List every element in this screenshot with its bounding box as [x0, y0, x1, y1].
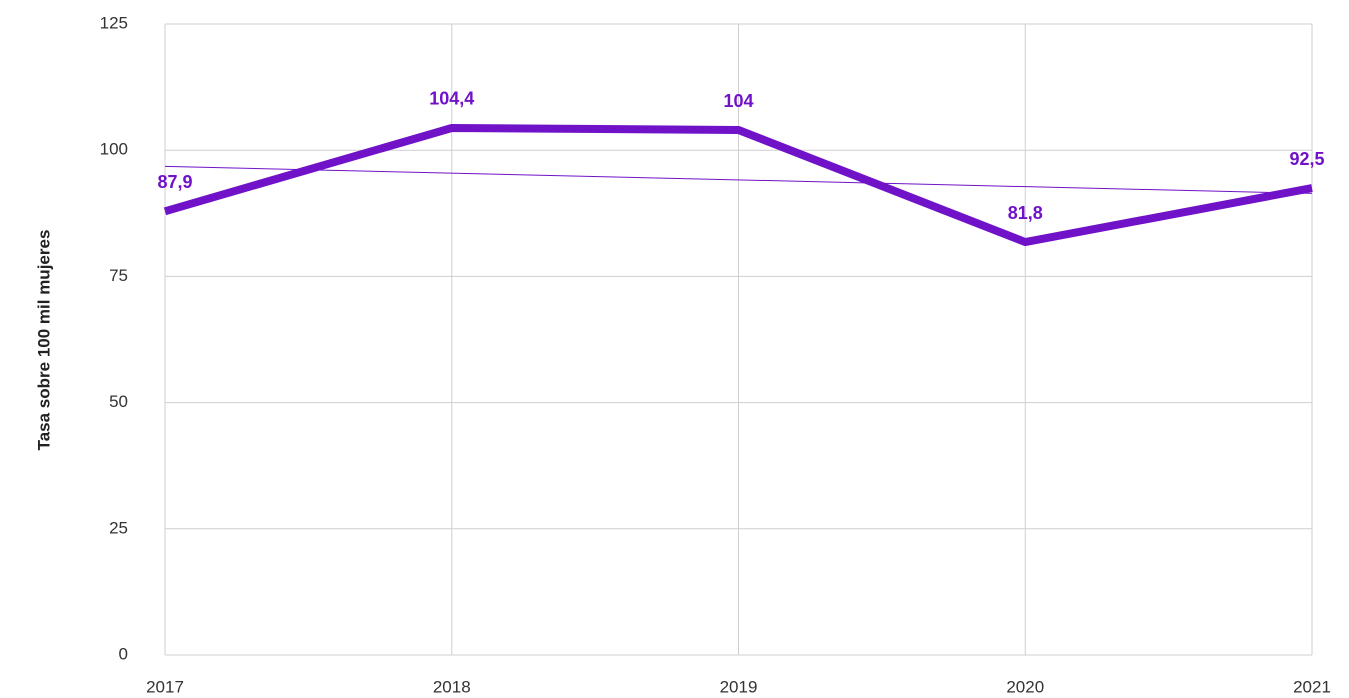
y-tick-label: 125 [100, 13, 128, 32]
x-tick-label: 2019 [720, 677, 758, 696]
x-tick-label: 2020 [1006, 677, 1044, 696]
x-tick-label: 2021 [1293, 677, 1331, 696]
data-label: 81,8 [1008, 203, 1043, 223]
y-tick-label: 50 [109, 392, 128, 411]
data-label: 104,4 [429, 89, 474, 109]
y-tick-label: 0 [119, 644, 128, 663]
data-label: 92,5 [1289, 149, 1324, 169]
y-tick-label: 25 [109, 518, 128, 537]
x-tick-label: 2018 [433, 677, 471, 696]
data-label: 87,9 [157, 172, 192, 192]
data-line [163, 123, 1313, 247]
x-tick-label: 2017 [146, 677, 184, 696]
y-tick-label: 75 [109, 266, 128, 285]
trend-line [164, 165, 1313, 194]
y-axis-title: Tasa sobre 100 mil mujeres [34, 230, 53, 451]
y-tick-label: 100 [100, 140, 128, 159]
data-label: 104 [723, 91, 753, 111]
